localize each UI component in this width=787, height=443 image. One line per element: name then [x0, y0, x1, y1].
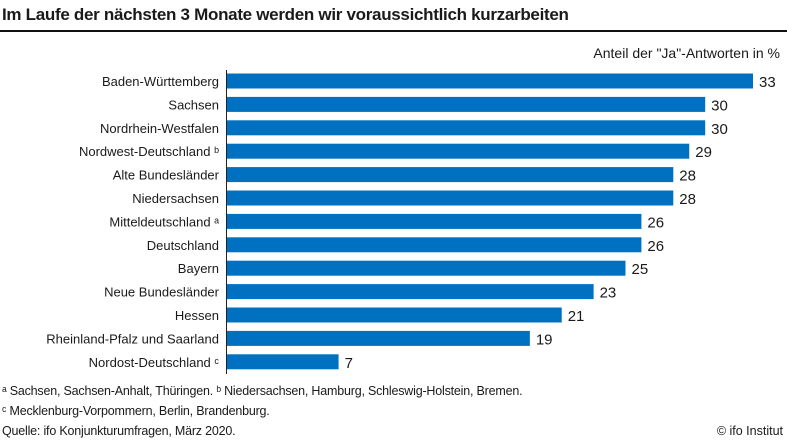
category-label: Baden-Württemberg	[102, 74, 219, 89]
data-label: 28	[679, 191, 696, 208]
category-label: Hessen	[175, 308, 219, 323]
unit-label: Anteil der "Ja"-Antworten in %	[593, 45, 780, 61]
data-label: 33	[759, 74, 776, 91]
bar	[227, 307, 562, 323]
bar	[227, 213, 642, 229]
bar	[227, 237, 642, 253]
data-label: 26	[647, 214, 664, 231]
data-label: 25	[631, 261, 648, 278]
data-label: 21	[568, 308, 585, 325]
category-label: Sachsen	[168, 97, 219, 112]
data-label: 30	[711, 121, 728, 138]
category-label: Neue Bundesländer	[104, 285, 220, 300]
bar	[227, 330, 530, 346]
data-label: 23	[600, 285, 617, 302]
data-label: 19	[536, 331, 553, 348]
bar	[227, 120, 706, 136]
data-label: 30	[711, 97, 728, 114]
bar	[227, 143, 690, 159]
category-label: Nordost-Deutschland ᶜ	[89, 355, 220, 370]
bar	[227, 96, 706, 112]
category-label: Alte Bundesländer	[113, 168, 220, 183]
copyright: © ifo Institut	[716, 424, 783, 438]
source-note: Quelle: ifo Konjunkturumfragen, März 202…	[2, 424, 236, 438]
bar	[227, 354, 339, 370]
bar	[227, 167, 674, 183]
bar	[227, 190, 674, 206]
bar	[227, 260, 626, 276]
footnote-c: ᶜ Mecklenburg-Vorpommern, Berlin, Brande…	[2, 404, 270, 418]
category-label: Nordwest-Deutschland ᵇ	[79, 144, 219, 159]
data-label: 7	[345, 355, 353, 372]
category-label: Mitteldeutschland ᵃ	[109, 214, 219, 229]
category-label: Deutschland	[147, 238, 219, 253]
data-label: 28	[679, 168, 696, 185]
data-label: 29	[695, 144, 712, 161]
data-label: 26	[647, 238, 664, 255]
category-label: Niedersachsen	[132, 191, 219, 206]
bar	[227, 73, 753, 89]
bar	[227, 284, 594, 300]
chart-title: Im Laufe der nächsten 3 Monate werden wi…	[2, 5, 569, 24]
category-label: Nordrhein-Westfalen	[100, 121, 219, 136]
category-label: Rheinland-Pfalz und Saarland	[46, 331, 219, 346]
footnote-a-b: ᵃ Sachsen, Sachsen-Anhalt, Thüringen. ᵇ …	[2, 384, 523, 398]
category-label: Bayern	[178, 261, 219, 276]
title-divider	[0, 30, 787, 32]
